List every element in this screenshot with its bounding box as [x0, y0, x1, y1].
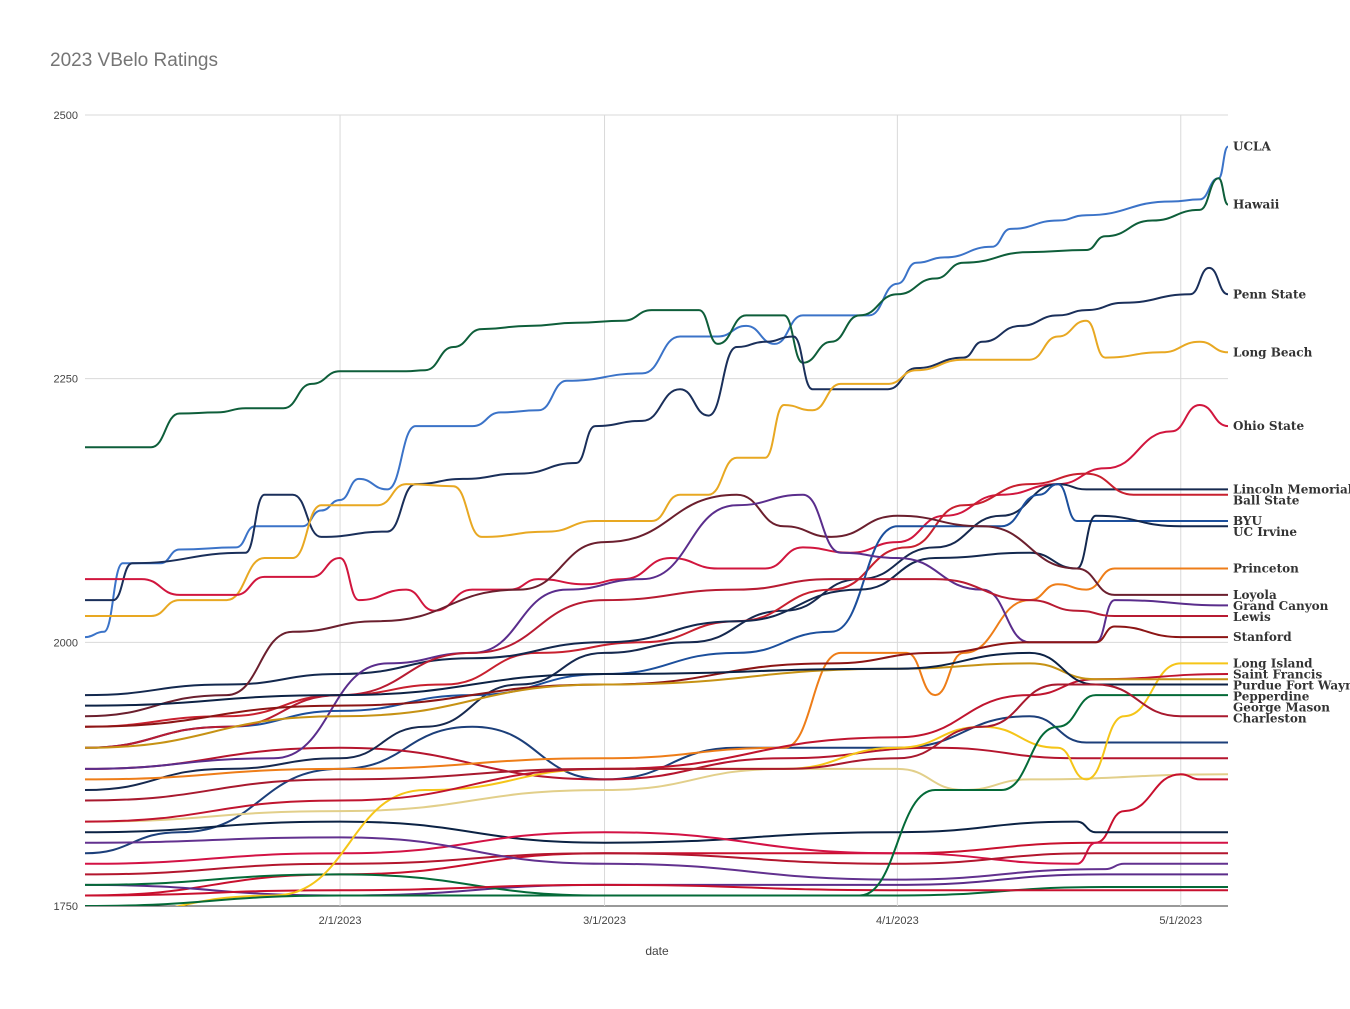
series-label-hawaii: Hawaii: [1233, 198, 1280, 212]
series-label-charleston: Charleston: [1233, 711, 1307, 725]
series-line-unlabeled: [85, 831, 1228, 865]
series-line-pepperdine: [85, 651, 1228, 707]
series-line-charleston: [85, 683, 1228, 802]
series-label-grand-canyon: Grand Canyon: [1233, 599, 1329, 613]
chart-title: 2023 VBelo Ratings: [50, 50, 218, 71]
series-label-saint-francis: Saint Francis: [1233, 667, 1322, 681]
series-line-unlabeled: [85, 852, 1228, 876]
series-line-lewis: [85, 578, 1228, 749]
series-line-byu: [85, 483, 1228, 749]
series-line-long-beach: [85, 319, 1229, 617]
series-line-loyola: [85, 493, 1228, 718]
series-label-long-beach: Long Beach: [1233, 345, 1313, 359]
axis-tick-labels: 1750 2000 2250 2500 2/1/2023 3/1/2023 4/1/2023…: [54, 110, 1203, 927]
series-label-princeton: Princeton: [1233, 562, 1299, 576]
series-label-purdue-fort-wayne: Purdue Fort Wayne: [1233, 678, 1350, 692]
series-line-princeton: [85, 567, 1228, 781]
series-line-lincoln-memorial: [85, 483, 1228, 791]
x-tick-label: 3/1/2023: [583, 915, 626, 927]
series-line-unlabeled: [85, 746, 1228, 781]
series-label-ohio-state: Ohio State: [1233, 419, 1304, 433]
series-line-uc-irvine: [85, 514, 1228, 697]
series-line-ohio-state: [85, 404, 1229, 612]
series-label-stanford: Stanford: [1233, 630, 1292, 644]
series-label-lincoln-memorial: Lincoln Memorial: [1233, 482, 1350, 496]
series-label-penn-state: Penn State: [1233, 287, 1306, 301]
series-line-unlabeled: [85, 820, 1228, 844]
series-line-george-mason: [85, 694, 1228, 906]
x-tick-label: 5/1/2023: [1159, 915, 1202, 927]
series-label-ucla: UCLA: [1233, 140, 1271, 154]
x-axis-title: date: [645, 944, 669, 958]
series-line-long-island: [174, 662, 1228, 906]
series-label-uc-irvine: UC Irvine: [1233, 525, 1297, 539]
y-tick-label: 2000: [54, 637, 78, 649]
series-line-unlabeled: [85, 836, 1228, 881]
series-line-unlabeled: [85, 883, 1228, 897]
series-label-ball-state: Ball State: [1233, 493, 1300, 507]
y-tick-label: 2250: [54, 374, 78, 386]
series-label-long-island: Long Island: [1233, 656, 1313, 670]
y-tick-label: 2500: [54, 110, 78, 122]
y-tick-label: 1750: [54, 901, 78, 913]
series-line-penn-state: [85, 266, 1229, 602]
series-label-pepperdine: Pepperdine: [1233, 689, 1310, 703]
series-line-ucla: [85, 145, 1229, 639]
series-label-loyola: Loyola: [1233, 588, 1277, 602]
series-label-byu: BYU: [1233, 514, 1262, 528]
series-line-hawaii: [85, 177, 1229, 449]
series-line-unlabeled: [85, 715, 1228, 855]
series-lines: [85, 145, 1229, 906]
series-end-labels: UCLA Hawaii Penn State Long Beach Ohio State…: [1233, 140, 1350, 726]
series-line-purdue-fort-wayne: [85, 662, 1228, 749]
x-tick-label: 4/1/2023: [876, 915, 919, 927]
series-line-stanford: [85, 625, 1228, 728]
series-label-george-mason: George Mason: [1233, 700, 1330, 714]
series-label-lewis: Lewis: [1233, 610, 1271, 624]
x-tick-label: 2/1/2023: [319, 915, 362, 927]
